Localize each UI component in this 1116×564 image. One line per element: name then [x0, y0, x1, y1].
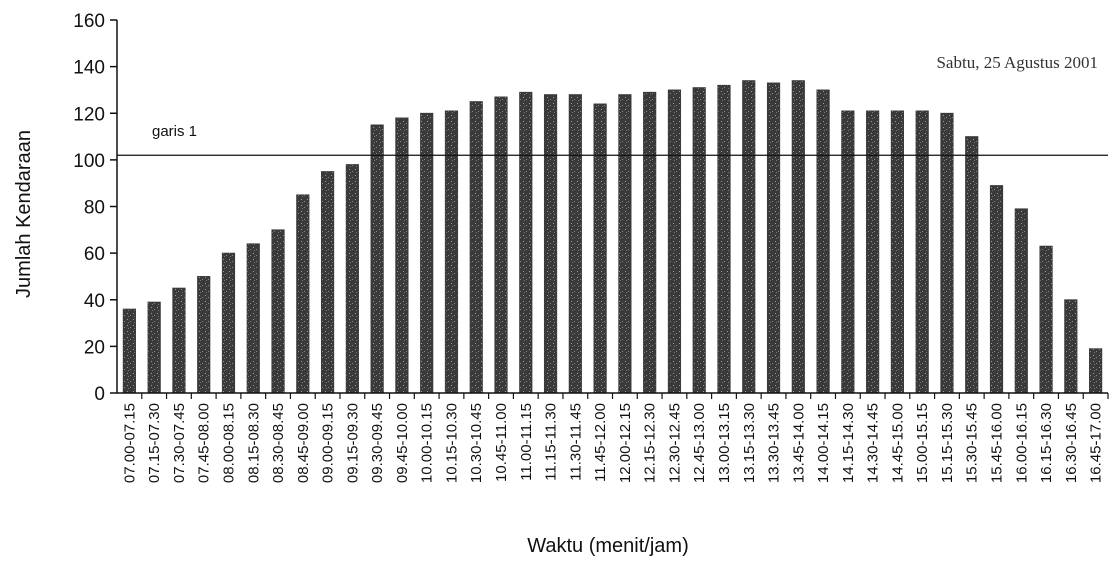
x-tick-label: 13.45-14.00 [790, 403, 807, 483]
x-tick-label: 09.00-09.15 [320, 403, 337, 483]
bar [296, 194, 310, 394]
x-tick-label: 07.15-07.30 [146, 403, 163, 483]
x-axis-label: Waktu (menit/jam) [527, 535, 689, 557]
bar [643, 91, 657, 394]
x-tick-label: 09.45-10.00 [394, 403, 411, 483]
bar [890, 110, 905, 394]
bar [965, 136, 979, 394]
bar [1089, 348, 1103, 394]
x-tick-label: 07.45-08.00 [196, 403, 213, 483]
bar [1064, 299, 1078, 394]
y-tick-label: 140 [73, 58, 105, 79]
x-tick-label: 15.00-15.15 [914, 403, 931, 483]
x-tick-label: 12.45-13.00 [691, 403, 708, 483]
bar [1014, 208, 1028, 394]
x-tick-label: 08.45-09.00 [295, 403, 312, 483]
x-tick-label: 08.30-08.45 [270, 403, 287, 483]
x-tick-label: 10.15-10.30 [443, 403, 460, 483]
x-tick-label: 11.00-11.15 [518, 403, 535, 481]
y-tick-label: 120 [73, 104, 105, 125]
x-tick-label: 13.30-13.45 [766, 403, 783, 483]
x-tick-label: 12.15-12.30 [642, 403, 659, 483]
bar [345, 164, 359, 394]
x-tick-label: 10.30-10.45 [468, 403, 485, 483]
x-tick-label: 13.15-13.30 [741, 403, 758, 483]
y-axis-ticks: 0 20 40 60 80 100 120 140 160 [73, 11, 117, 405]
bar [568, 94, 582, 394]
y-tick-label: 60 [84, 244, 105, 265]
x-axis-ticks: 07.00-07.15 07.15-07.30 07.30-07.45 07.45-0… [121, 393, 1109, 483]
bar [593, 103, 607, 394]
bar [122, 308, 136, 394]
x-tick-label: 07.00-07.15 [121, 403, 138, 483]
x-tick-label: 10.45-11.00 [493, 403, 510, 482]
bar [494, 96, 508, 394]
bar [147, 301, 161, 394]
x-tick-label: 16.00-16.15 [1013, 403, 1030, 483]
bar [915, 110, 929, 394]
y-tick-label: 160 [73, 11, 105, 32]
bar [717, 84, 731, 394]
bar [618, 94, 632, 394]
x-tick-label: 16.45-17.00 [1088, 403, 1105, 483]
bar [519, 91, 533, 394]
y-tick-label: 20 [84, 337, 105, 358]
y-axis-label: Jumlah Kendaraan [13, 130, 35, 298]
bar [444, 110, 459, 394]
bar [791, 80, 805, 394]
bar [320, 171, 335, 394]
bar [989, 185, 1004, 394]
y-tick-label: 0 [94, 384, 105, 405]
bars [122, 80, 1103, 394]
bar [841, 110, 855, 394]
bar [543, 94, 558, 394]
x-tick-label: 08.15-08.30 [245, 403, 262, 483]
bar [667, 89, 682, 394]
x-tick-label: 15.30-15.45 [964, 403, 981, 483]
x-tick-label: 11.30-11.45 [567, 403, 584, 481]
bar [1039, 245, 1053, 394]
x-tick-label: 09.30-09.45 [369, 403, 386, 483]
x-tick-label: 14.30-14.45 [865, 403, 882, 483]
y-tick-label: 80 [84, 198, 105, 219]
x-tick-label: 14.00-14.15 [815, 403, 832, 483]
x-tick-label: 15.15-15.30 [939, 403, 956, 483]
x-tick-label: 15.45-16.00 [989, 403, 1006, 483]
bar [271, 229, 285, 394]
x-tick-label: 16.15-16.30 [1038, 403, 1055, 483]
bar [395, 117, 409, 394]
x-tick-label: 14.45-15.00 [889, 403, 906, 483]
x-tick-label: 12.30-12.45 [666, 403, 683, 483]
x-tick-label: 10.00-10.15 [419, 403, 436, 483]
bar [221, 252, 236, 394]
y-tick-label: 100 [73, 151, 105, 172]
y-tick-label: 40 [84, 291, 105, 312]
bar [172, 287, 186, 394]
x-tick-label: 16.30-16.45 [1063, 403, 1080, 483]
x-tick-label: 08.00-08.15 [220, 403, 237, 483]
x-tick-label: 12.00-12.15 [617, 403, 634, 483]
x-tick-label: 09.15-09.30 [344, 403, 361, 483]
bar [816, 89, 830, 394]
bar [469, 101, 483, 394]
bar [370, 124, 384, 394]
x-tick-label: 13.00-13.15 [716, 403, 733, 483]
bar [692, 87, 706, 394]
bar [197, 276, 211, 394]
date-note: Sabtu, 25 Agustus 2001 [936, 53, 1098, 72]
reference-line-label: garis 1 [152, 123, 197, 140]
bar [246, 243, 260, 394]
x-tick-label: 11.15-11.30 [543, 403, 560, 481]
x-tick-label: 14.15-14.30 [840, 403, 857, 483]
bar [866, 110, 880, 394]
bar [766, 82, 781, 394]
x-tick-label: 11.45-12.00 [592, 403, 609, 482]
bar [742, 80, 756, 394]
x-tick-label: 07.30-07.45 [171, 403, 188, 483]
